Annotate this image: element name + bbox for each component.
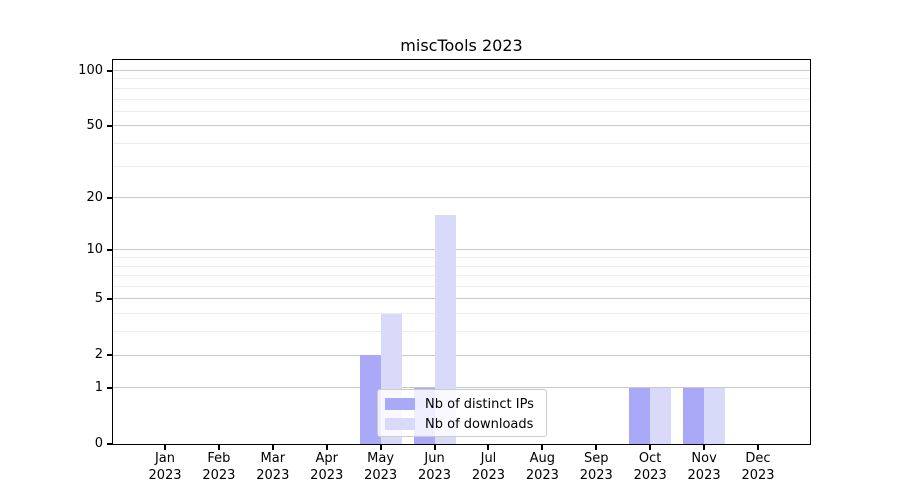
bar-distinct-ips-may	[359, 355, 381, 444]
x-tick-month-label: Apr	[315, 451, 338, 466]
x-tick-month-label: Jun	[424, 451, 445, 466]
x-axis-tick	[217, 444, 220, 450]
x-tick-month-label: Aug	[529, 451, 556, 466]
y-axis-tick	[107, 354, 113, 357]
gridline-minor	[113, 313, 810, 315]
y-axis-tick	[107, 124, 113, 127]
y-axis-tick	[107, 196, 113, 199]
gridline-major	[113, 387, 810, 389]
gridline-minor	[113, 275, 810, 277]
gridline-major	[113, 249, 810, 251]
gridline-major	[113, 70, 810, 71]
y-tick-label: 100	[78, 62, 103, 78]
x-axis-tick	[703, 444, 706, 450]
gridline-minor	[113, 142, 810, 144]
x-tick-year-label: 2023	[633, 468, 667, 483]
y-axis-tick	[107, 297, 113, 300]
x-tick-month-label: Nov	[691, 451, 717, 466]
x-tick-label: Jul 2023	[456, 450, 520, 484]
gridline-minor	[113, 286, 810, 288]
x-tick-month-label: Dec	[745, 451, 771, 466]
x-tick-month-label: Sep	[584, 451, 609, 466]
legend-swatch-downloads	[385, 418, 415, 430]
x-tick-year-label: 2023	[525, 468, 559, 483]
bar-distinct-ips-oct	[629, 387, 651, 444]
x-tick-month-label: Oct	[638, 451, 662, 466]
x-tick-label: Dec 2023	[726, 450, 790, 484]
x-tick-year-label: 2023	[202, 468, 236, 483]
y-tick-label: 5	[94, 290, 103, 306]
x-tick-label: Jan 2023	[133, 450, 197, 484]
x-axis-tick	[379, 444, 382, 450]
y-tick-label: 1	[94, 379, 103, 395]
x-axis-tick	[487, 444, 490, 450]
x-axis-tick	[757, 444, 759, 450]
gridline-minor	[113, 87, 810, 89]
chart-title: miscTools 2023	[400, 36, 523, 55]
x-tick-label: Oct 2023	[618, 450, 682, 484]
x-tick-year-label: 2023	[148, 468, 182, 483]
y-tick-label: 2	[94, 347, 103, 363]
legend-label-distinct-ips: Nb of distinct IPs	[425, 396, 534, 412]
x-axis-tick	[325, 444, 328, 450]
x-tick-label: Jun 2023	[403, 450, 467, 484]
x-axis-tick	[649, 444, 652, 450]
gridline-minor	[113, 110, 810, 112]
x-axis-tick	[271, 444, 274, 450]
x-tick-label: Mar 2023	[241, 450, 305, 484]
gridline-minor	[113, 78, 810, 80]
gridline-minor	[113, 165, 810, 167]
x-tick-label: May 2023	[349, 450, 413, 484]
x-axis-tick	[164, 444, 166, 450]
x-tick-year-label: 2023	[256, 468, 290, 483]
y-axis-tick	[107, 443, 113, 445]
legend-label-downloads: Nb of downloads	[425, 416, 534, 432]
x-tick-month-label: May	[367, 451, 395, 466]
y-tick-label: 10	[86, 241, 103, 257]
x-tick-label: Feb 2023	[187, 450, 251, 484]
x-tick-year-label: 2023	[579, 468, 613, 483]
y-axis-tick	[107, 386, 113, 389]
bar-distinct-ips-nov	[683, 387, 705, 444]
x-tick-month-label: Jan	[154, 451, 176, 466]
y-tick-label: 50	[86, 117, 103, 133]
x-axis-tick	[541, 444, 544, 450]
legend-swatch-distinct-ips	[385, 398, 415, 410]
x-tick-year-label: 2023	[364, 468, 398, 483]
legend: Nb of distinct IPs Nb of downloads	[377, 389, 547, 437]
gridline-minor	[113, 98, 810, 100]
gridline-minor	[113, 265, 810, 267]
x-tick-label: Apr 2023	[295, 450, 359, 484]
bar-downloads-nov	[704, 387, 726, 444]
x-tick-year-label: 2023	[741, 468, 775, 483]
gridline-major	[113, 197, 810, 199]
y-tick-label: 20	[86, 189, 103, 205]
bar-downloads-jun	[434, 214, 456, 444]
x-tick-year-label: 2023	[310, 468, 344, 483]
x-axis-tick	[433, 444, 436, 450]
gridline-major	[113, 125, 810, 127]
x-tick-label: Nov 2023	[672, 450, 736, 484]
plot-area: Nb of distinct IPs Nb of downloads 100 50 2…	[78, 59, 811, 483]
gridline-major	[113, 298, 810, 300]
bar-downloads-oct	[650, 387, 672, 444]
x-tick-month-label: Jul	[480, 451, 497, 466]
x-tick-label: Sep 2023	[564, 450, 628, 484]
legend-row: Nb of distinct IPs	[385, 394, 539, 414]
y-axis-tick	[107, 248, 113, 251]
legend-row: Nb of downloads	[385, 414, 539, 434]
x-tick-month-label: Feb	[207, 451, 231, 466]
x-axis-tick	[595, 444, 598, 450]
x-tick-year-label: 2023	[471, 468, 505, 483]
gridline-minor	[113, 257, 810, 259]
gridline-minor	[113, 331, 810, 333]
x-tick-year-label: 2023	[687, 468, 721, 483]
y-tick-label: 0	[94, 436, 103, 451]
y-axis-tick	[107, 69, 113, 72]
x-tick-month-label: Mar	[260, 451, 286, 466]
gridline-major	[113, 354, 810, 356]
x-tick-year-label: 2023	[417, 468, 452, 483]
x-tick-label: Aug 2023	[510, 450, 574, 484]
